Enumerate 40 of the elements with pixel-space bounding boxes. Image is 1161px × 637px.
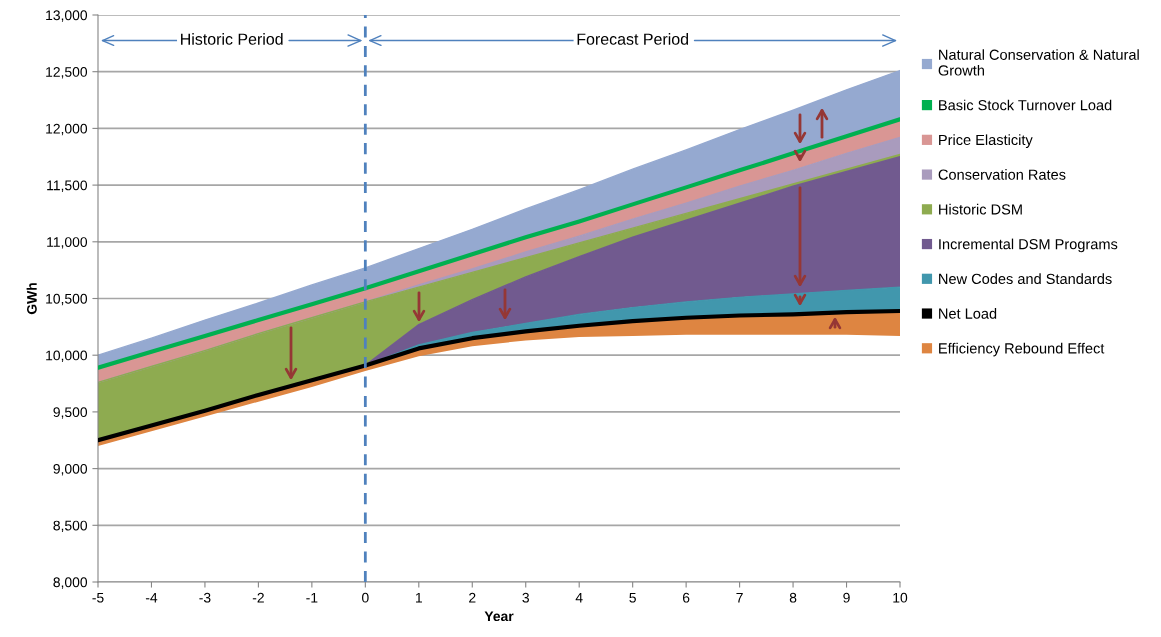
x-tick-label: 10	[893, 592, 908, 603]
x-tick-label: 0	[362, 592, 369, 603]
x-tick-label: -5	[92, 592, 104, 603]
x-tick-label: -3	[199, 592, 211, 603]
x-tick-label: -4	[145, 592, 158, 603]
x-tick-label: 1	[416, 592, 422, 603]
y-tick-label: 12,000	[46, 123, 88, 136]
x-tick-label: 5	[629, 592, 636, 603]
x-tick-label: 7	[736, 592, 743, 603]
y-tick-label: 8,500	[53, 520, 88, 533]
legend-label: Historic DSM	[939, 203, 1022, 215]
y-axis-title: GWh	[26, 283, 37, 315]
x-tick-label: 8	[789, 592, 797, 603]
legend-label: Price Elasticity	[939, 134, 1033, 148]
legend-label: Natural Conservation & Natural Growth	[938, 49, 1139, 76]
y-tick-label: 10,000	[46, 350, 88, 363]
legend-label: Incremental DSM Programs	[939, 238, 1118, 253]
legend-label: Efficiency Rebound Effect	[939, 342, 1105, 357]
y-tick-label: 12,500	[46, 67, 88, 79]
annotation: Forecast Period	[577, 33, 689, 45]
y-tick-label: 13,000	[46, 10, 88, 22]
legend-label: Conservation Rates	[938, 169, 1066, 180]
y-tick-label: 9,000	[53, 463, 88, 476]
x-tick-label: 2	[469, 592, 476, 603]
y-tick-label: 10,500	[46, 293, 88, 306]
y-tick-label: 11,000	[47, 237, 88, 249]
x-axis-title: Year	[484, 611, 514, 622]
y-tick-label: 11,500	[47, 180, 88, 192]
x-tick-label: -1	[306, 592, 318, 603]
x-tick-label: 9	[843, 592, 850, 603]
y-tick-label: 9,500	[53, 407, 88, 419]
legend-label: Net Load	[939, 308, 997, 319]
annotation: Historic Period	[181, 33, 283, 45]
x-tick-label: -2	[252, 592, 264, 603]
y-tick-label: 8,000	[53, 577, 88, 589]
legend-label: New Codes and Standards	[939, 273, 1112, 285]
x-tick-label: 4	[575, 592, 583, 603]
x-tick-label: 3	[522, 592, 529, 603]
x-tick-label: 6	[682, 592, 690, 603]
legend-label: Basic Stock Turnover Load	[939, 99, 1112, 111]
